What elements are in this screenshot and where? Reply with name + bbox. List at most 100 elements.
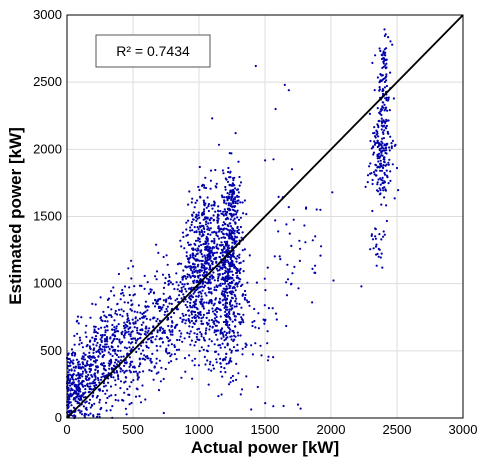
data-point [221,375,224,378]
data-point [211,364,215,367]
data-point [183,357,187,360]
data-point [192,292,195,295]
data-point [382,50,385,53]
data-point [225,362,228,365]
data-point [206,245,209,248]
data-point [220,194,224,197]
data-point [84,388,87,391]
data-point [194,340,197,344]
data-point [379,183,382,186]
data-point [384,108,387,111]
data-point [201,266,204,269]
data-point [68,379,71,383]
data-point [75,384,78,387]
data-point [216,221,219,224]
y-tick-label: 3000 [33,7,62,22]
data-point [108,314,111,317]
data-point [213,200,216,203]
data-point [138,365,141,368]
data-point [151,341,154,344]
data-point [111,328,114,331]
data-point [138,317,142,320]
data-point [385,96,388,99]
data-point [155,357,158,360]
data-point [231,273,234,276]
data-point [216,235,219,238]
data-point [379,143,382,146]
data-point [152,291,155,294]
data-point [233,255,236,258]
data-point [175,348,178,351]
data-point [219,330,222,333]
data-point [215,186,218,189]
data-point [236,271,239,274]
data-point [214,168,217,172]
data-point [158,319,161,322]
data-point [81,370,85,373]
data-point [222,214,225,217]
data-point [228,236,231,239]
data-point [184,313,187,316]
data-point [210,204,213,207]
data-point [110,315,113,318]
data-point [378,119,381,122]
data-point [147,329,150,332]
data-point [226,199,229,202]
data-point [231,287,234,290]
data-point [241,294,244,297]
data-point [236,216,239,219]
data-point [239,284,243,288]
data-point [226,180,230,183]
data-point [93,331,96,334]
data-point [163,329,166,332]
data-point [73,334,76,337]
data-point [139,311,142,314]
data-point [155,270,159,273]
data-point [99,378,103,381]
data-point [376,165,380,168]
data-point [193,364,196,367]
data-point [250,344,253,347]
data-point [162,304,165,307]
data-point [139,401,143,404]
data-point [183,275,186,278]
data-point [93,372,97,375]
data-point [193,265,196,268]
data-point [159,298,162,301]
data-point [234,200,237,203]
data-point [208,219,211,222]
data-point [389,71,392,74]
data-point [88,355,91,358]
data-point [206,359,209,362]
data-point [212,252,215,255]
data-point [237,191,240,194]
data-point [103,314,106,317]
data-point [197,316,201,319]
data-point [124,329,127,332]
data-point [88,398,92,401]
data-point [366,181,369,184]
data-point [127,317,130,320]
data-point [243,199,246,202]
data-point [385,124,388,127]
data-point [191,296,194,299]
data-point [67,371,70,374]
data-point [129,322,132,325]
data-point [210,340,213,343]
data-point [137,304,140,307]
data-point [215,324,218,327]
data-point [205,237,208,240]
data-point [215,251,219,254]
data-point [387,98,390,101]
data-point [382,158,385,161]
data-point [225,240,228,243]
data-point [138,371,141,374]
data-point [126,388,129,391]
data-point [388,146,391,149]
data-point [204,186,208,190]
data-point [232,279,235,282]
data-point [388,158,391,161]
data-point [69,378,72,381]
data-point [370,172,373,175]
data-point [131,360,134,363]
